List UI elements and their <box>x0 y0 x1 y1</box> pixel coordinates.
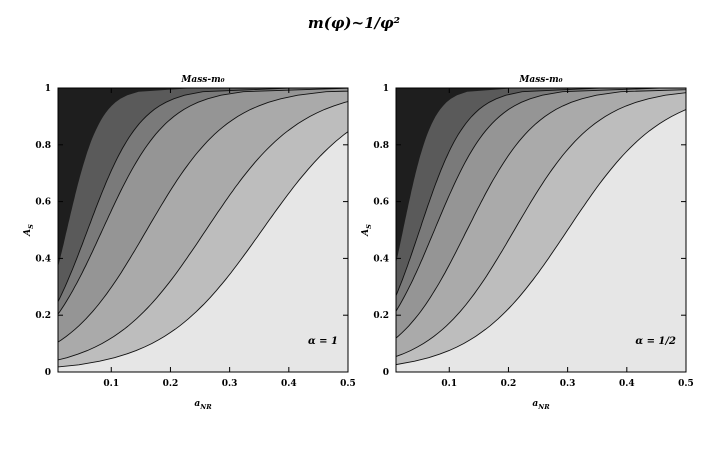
contour-line <box>396 109 686 366</box>
chart-panel-2: 0.1 0.2 0.3 0.4 0.5 0 0.2 0.4 0.6 0.8 1 Mass-m₀ aNR A… <box>361 75 694 411</box>
x-tick-label: 0.5 <box>340 379 356 389</box>
x-axis-label: aNR <box>532 399 550 411</box>
contour-line <box>58 90 348 343</box>
x-tick-label: 0.2 <box>501 379 517 389</box>
x-tick-label: 0.4 <box>281 379 297 389</box>
contour-line <box>396 92 686 357</box>
contour-line <box>396 88 660 313</box>
contour-line <box>58 88 291 303</box>
y-tick-label: 0.2 <box>373 311 389 321</box>
contour-line <box>396 88 600 297</box>
shade-region <box>396 197 686 372</box>
contour-line <box>58 88 348 315</box>
y-axis-label: AS <box>23 224 35 237</box>
alpha-annotation: α = 1/2 <box>635 336 676 347</box>
x-tick-label: 0.4 <box>619 379 635 389</box>
y-tick-label: 1 <box>383 84 389 94</box>
plot-frame <box>395 87 687 373</box>
x-tick-label: 0.3 <box>222 379 238 389</box>
alpha-annotation: α = 1 <box>308 336 338 347</box>
plot-frame <box>57 87 349 373</box>
panel-title: Mass-m₀ <box>518 75 562 85</box>
y-tick-label: 0 <box>383 368 389 378</box>
y-tick-label: 0.6 <box>35 198 51 208</box>
x-tick-label: 0.3 <box>560 379 576 389</box>
contour-line <box>58 101 348 361</box>
shade-region <box>58 131 348 372</box>
x-tick-label: 0.2 <box>163 379 179 389</box>
contour-line <box>58 131 348 368</box>
y-tick-label: 1 <box>45 84 51 94</box>
panel-title: Mass-m₀ <box>180 75 224 85</box>
x-axis-label: aNR <box>194 399 212 411</box>
chart-panel-1: 0.1 0.2 0.3 0.4 0.5 0 0.2 0.4 0.6 0.8 1 Mass-m₀ aNR A… <box>23 75 356 411</box>
x-tick-label: 0.1 <box>441 379 457 389</box>
y-tick-label: 0.6 <box>373 198 389 208</box>
shade-region <box>58 244 348 372</box>
y-tick-label: 0.4 <box>35 254 51 264</box>
x-tick-label: 0.5 <box>678 379 694 389</box>
y-tick-label: 0.2 <box>35 311 51 321</box>
y-tick-label: 0 <box>45 368 51 378</box>
y-tick-label: 0.4 <box>373 254 389 264</box>
contour-line <box>396 89 686 339</box>
y-tick-label: 0.8 <box>373 141 389 151</box>
figure-title: m(φ)~1/φ² <box>307 14 401 32</box>
y-axis-label: AS <box>361 224 373 237</box>
x-tick-label: 0.1 <box>103 379 119 389</box>
y-tick-label: 0.8 <box>35 141 51 151</box>
